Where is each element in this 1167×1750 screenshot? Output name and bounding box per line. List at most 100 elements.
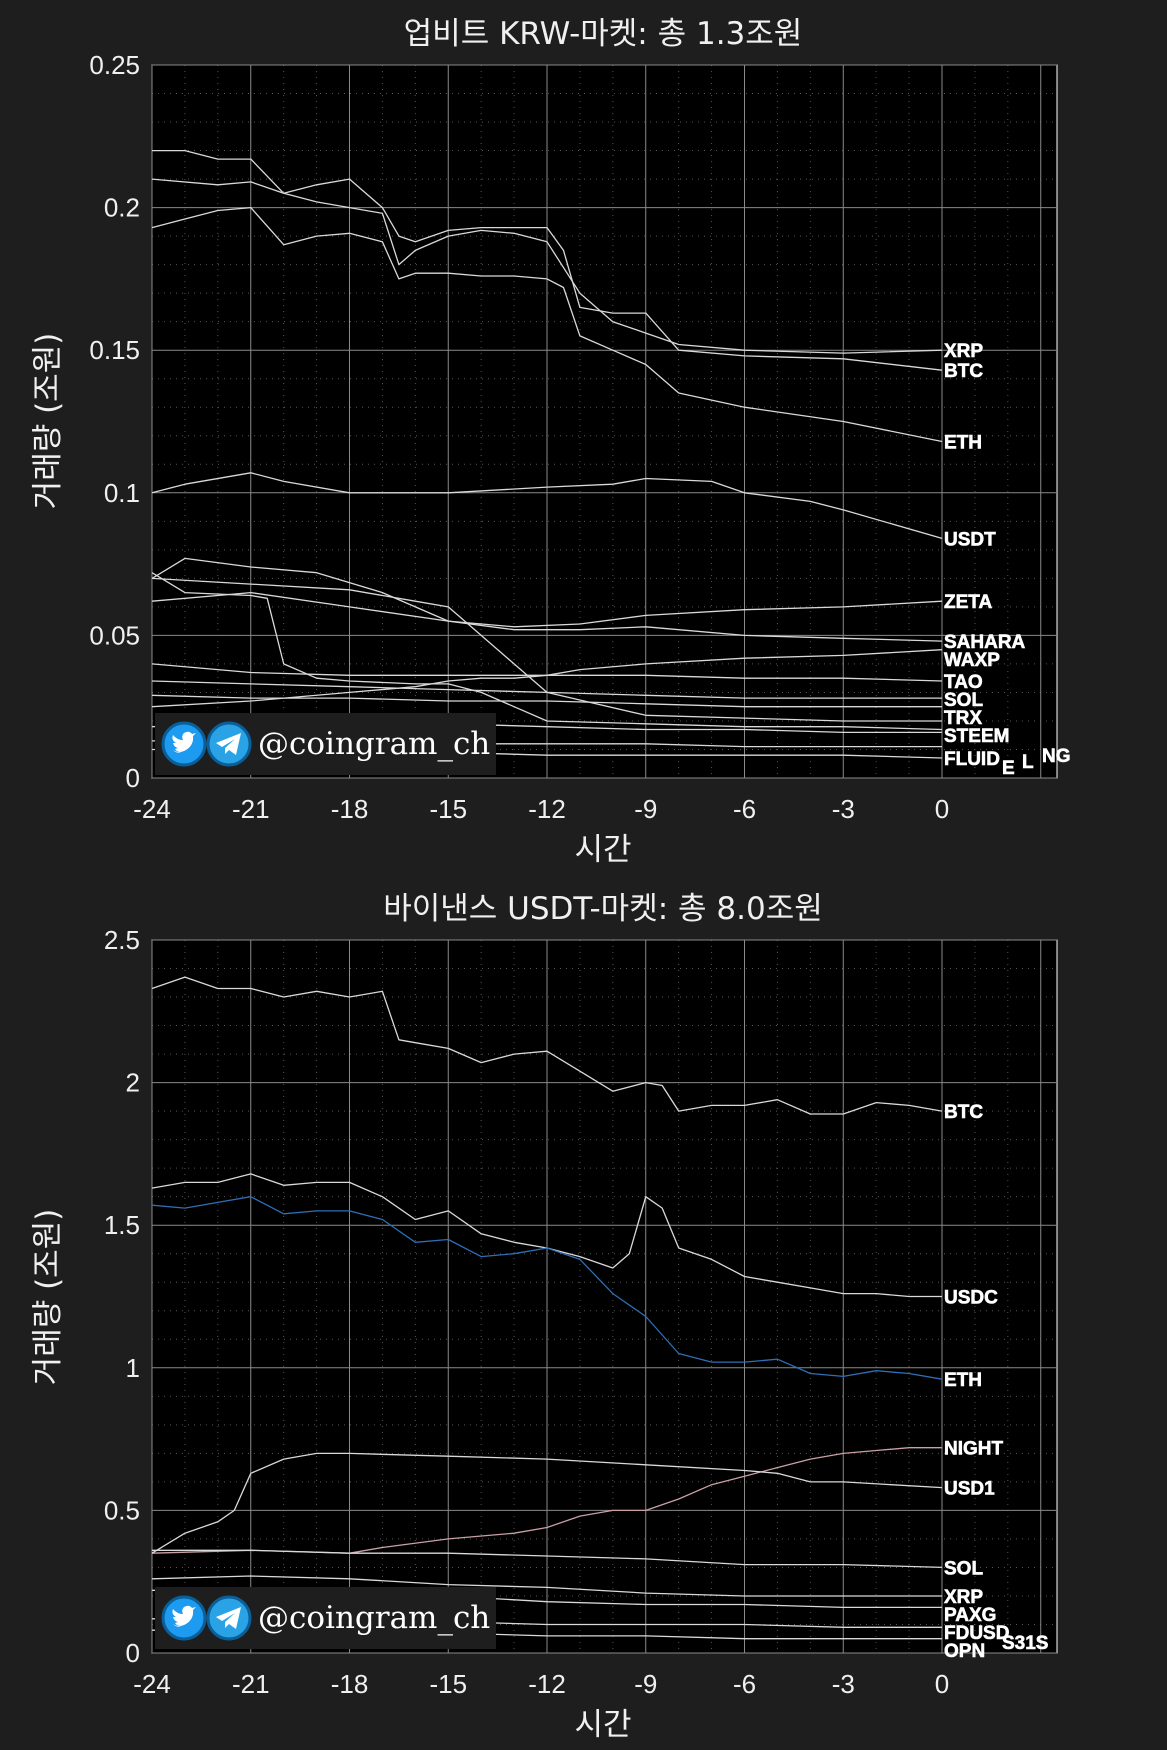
series-end-label: PAXG xyxy=(944,1605,996,1626)
series-end-label: FLUID xyxy=(944,749,1000,770)
y-tick-label: 0 xyxy=(126,1638,140,1668)
series-end-label: BTC xyxy=(944,1102,983,1123)
x-tick-label: -6 xyxy=(733,1669,756,1699)
chart-title: 바이낸스 USDT-마켓: 총 8.0조원 xyxy=(383,891,823,927)
series-end-label: FDUSD xyxy=(944,1623,1009,1644)
series-line xyxy=(151,1196,943,1380)
series-line xyxy=(151,178,943,354)
x-tick-labels: -24 -21 -18 -15 -12 -9 -6 -3 0 xyxy=(133,1669,949,1699)
y-tick-labels: 0 0.5 1 1.5 2 2.5 xyxy=(104,925,140,1668)
series-line xyxy=(151,1173,942,1298)
series-line xyxy=(151,206,943,443)
series-end-label: ETH xyxy=(944,432,982,453)
major-grid xyxy=(151,939,1057,1654)
twitter-bird-icon xyxy=(161,721,207,767)
y-tick-label: 2 xyxy=(126,1068,140,1098)
series-end-label: XRP xyxy=(944,341,983,362)
twitter-bird-icon xyxy=(161,1595,207,1641)
x-tick-label: -9 xyxy=(634,794,657,824)
series-end-label: NIGHT xyxy=(944,1439,1004,1460)
series-end-label: USDT xyxy=(944,529,996,550)
series-end-label: S31S xyxy=(1002,1633,1048,1654)
y-tick-labels: 0 0.05 0.1 0.15 0.2 0.25 xyxy=(89,50,140,793)
series-line xyxy=(151,649,943,708)
y-tick-label: 0 xyxy=(126,763,140,793)
y-tick-label: 0.25 xyxy=(89,50,140,80)
series-line xyxy=(151,472,943,540)
series-end-label: BTC xyxy=(944,361,983,382)
x-tick-label: -18 xyxy=(331,794,369,824)
series-end-label: E xyxy=(1002,758,1015,779)
series-end-label: ZETA xyxy=(944,592,992,613)
x-tick-label: -3 xyxy=(832,1669,855,1699)
x-tick-label: -12 xyxy=(528,1669,566,1699)
y-axis-label: 거래량 (조원) xyxy=(30,333,66,510)
minor-grid xyxy=(152,940,1057,1653)
series-line xyxy=(151,572,943,731)
y-tick-label: 0.15 xyxy=(89,335,140,365)
chart-binance: 바이낸스 USDT-마켓: 총 8.0조원 BTC USDC ETH NIGHT USD… xyxy=(30,891,1058,1743)
series-line xyxy=(151,694,942,708)
x-tick-label: -21 xyxy=(232,794,270,824)
series-end-label: NG xyxy=(1042,746,1071,767)
series-end-label: USD1 xyxy=(944,1479,995,1500)
series-line xyxy=(151,1452,943,1554)
series-line xyxy=(151,976,943,1115)
series-end-label: WAXP xyxy=(944,650,1000,671)
x-tick-label: -6 xyxy=(733,794,756,824)
series-end-label: STEEM xyxy=(944,726,1009,747)
series-end-label: OPN xyxy=(944,1641,985,1662)
minor-grid xyxy=(152,65,1057,778)
series-end-label: USDC xyxy=(944,1288,998,1309)
series-end-label: SOL xyxy=(944,1558,983,1579)
y-tick-label: 0.5 xyxy=(104,1495,140,1525)
series-line xyxy=(152,1549,943,1569)
x-tick-label: -15 xyxy=(429,794,467,824)
y-tick-label: 1 xyxy=(126,1353,140,1383)
series-line xyxy=(151,577,942,722)
series-end-label: ETH xyxy=(944,1370,982,1391)
x-tick-label: -18 xyxy=(331,1669,369,1699)
major-grid xyxy=(151,64,1057,779)
series-end-label: TRX xyxy=(944,708,982,729)
series-line xyxy=(151,663,943,682)
x-axis-label: 시간 xyxy=(574,1707,631,1743)
chart-title: 업비트 KRW-마켓: 총 1.3조원 xyxy=(404,16,803,52)
series-end-label: SAHARA xyxy=(944,632,1026,653)
x-tick-label: -12 xyxy=(528,794,566,824)
telegram-plane-icon xyxy=(206,1595,252,1641)
y-axis-label: 거래량 (조원) xyxy=(30,1209,66,1386)
y-tick-label: 0.05 xyxy=(89,620,140,650)
y-tick-label: 0.1 xyxy=(104,478,140,508)
series-end-label: SOL xyxy=(944,690,983,711)
x-tick-label: -24 xyxy=(133,1669,171,1699)
x-axis-label: 시간 xyxy=(574,832,631,868)
x-tick-label: -3 xyxy=(832,794,855,824)
series-end-label: TAO xyxy=(944,672,983,693)
y-tick-label: 1.5 xyxy=(104,1210,140,1240)
series-end-label: XRP xyxy=(944,1587,983,1608)
series-end-label: L xyxy=(1022,752,1034,773)
x-tick-label: 0 xyxy=(935,794,949,824)
series-line xyxy=(151,591,943,628)
y-tick-label: 2.5 xyxy=(104,925,140,955)
y-tick-label: 0.2 xyxy=(104,193,140,223)
watermark: @coingram_ch xyxy=(155,1587,496,1649)
watermark-handle: @coingram_ch xyxy=(258,726,490,762)
x-tick-label: 0 xyxy=(935,1669,949,1699)
watermark: @coingram_ch xyxy=(155,713,496,775)
series-line xyxy=(151,1447,942,1554)
plot-area xyxy=(151,64,1058,779)
telegram-plane-icon xyxy=(206,721,252,767)
series-line xyxy=(151,1575,942,1597)
x-tick-labels: -24 -21 -18 -15 -12 -9 -6 -3 0 xyxy=(133,794,949,824)
x-tick-label: -21 xyxy=(232,1669,270,1699)
series-line xyxy=(151,557,943,642)
x-tick-label: -24 xyxy=(133,794,171,824)
x-tick-label: -15 xyxy=(429,1669,467,1699)
watermark-handle: @coingram_ch xyxy=(258,1600,490,1636)
